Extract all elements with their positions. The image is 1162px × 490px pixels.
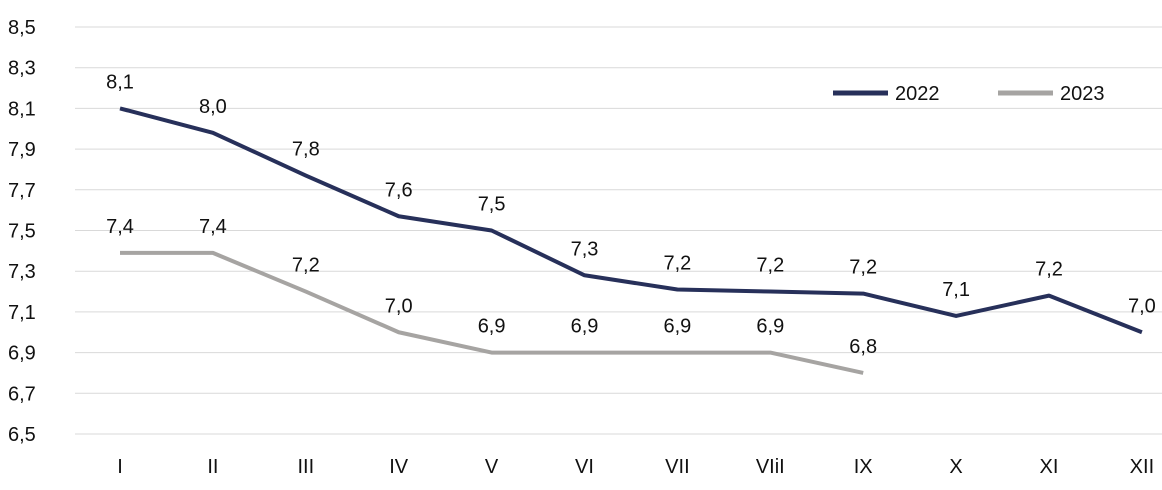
gridlines [75,26,1162,435]
y-tick-label: 6,5 [8,424,36,446]
data-label-2023: 6,9 [478,316,506,338]
data-label-2022: 7,3 [571,238,599,260]
y-tick-label: 7,1 [8,302,36,324]
y-tick-label: 7,7 [8,180,36,202]
data-label-2023: 6,8 [849,336,877,358]
data-label-2023: 7,4 [106,216,134,238]
data-label-2022: 8,1 [106,71,134,93]
series-line-2023 [120,250,864,375]
data-label-2022: 7,6 [385,179,413,201]
y-tick-label: 7,5 [8,221,36,243]
data-label-2023: 7,4 [199,216,227,238]
x-tick-label: I [117,456,123,478]
x-tick-label: V [485,456,499,478]
x-tick-label: III [297,456,314,478]
y-tick-label: 7,3 [8,261,36,283]
y-axis-ticks: 8,5 8,3 8,1 7,9 7,7 7,5 7,3 7,1 6,9 6,7 6,5 [8,17,36,446]
x-tick-label: VI [575,456,594,478]
data-label-2022: 7,2 [849,257,877,279]
data-label-2023: 6,9 [756,316,784,338]
legend-label-2023: 2023 [1060,83,1105,105]
x-tick-label: XII [1130,456,1154,478]
data-label-2022: 7,8 [292,139,320,161]
data-label-2022: 8,0 [199,96,227,118]
series [119,106,1143,375]
y-tick-label: 6,7 [8,383,36,405]
x-tick-label: IV [389,456,409,478]
data-labels: 8,1 8,0 7,8 7,6 7,5 7,3 7,2 7,2 7,2 7,1 7,2 7,0 7,4 7… [106,71,1156,358]
y-tick-label: 7,9 [8,139,36,161]
y-tick-label: 8,5 [8,17,36,39]
data-label-2023: 7,2 [292,255,320,277]
data-label-2022: 7,2 [756,255,784,277]
x-axis-ticks: I II III IV V VI VII VIiI IX X XI XII [117,456,1154,478]
data-label-2022: 7,1 [942,279,970,301]
y-tick-label: 8,3 [8,58,36,80]
data-label-2022: 7,0 [1128,295,1156,317]
series-line-2022 [119,106,1143,335]
x-tick-label: IX [854,456,873,478]
data-label-2022: 7,5 [478,194,506,216]
legend: 2022 2023 [833,83,1105,105]
data-label-2022: 7,2 [1035,259,1063,281]
data-label-2023: 6,9 [571,316,599,338]
y-tick-label: 8,1 [8,98,36,120]
x-tick-label: II [207,456,218,478]
data-label-2022: 7,2 [663,253,691,275]
data-label-2023: 6,9 [663,316,691,338]
x-tick-label: XI [1040,456,1059,478]
x-tick-label: VII [665,456,689,478]
y-tick-label: 6,9 [8,343,36,365]
legend-label-2022: 2022 [895,83,940,105]
data-label-2023: 7,0 [385,295,413,317]
x-tick-label: X [949,456,962,478]
x-tick-label: VIiI [756,456,785,478]
